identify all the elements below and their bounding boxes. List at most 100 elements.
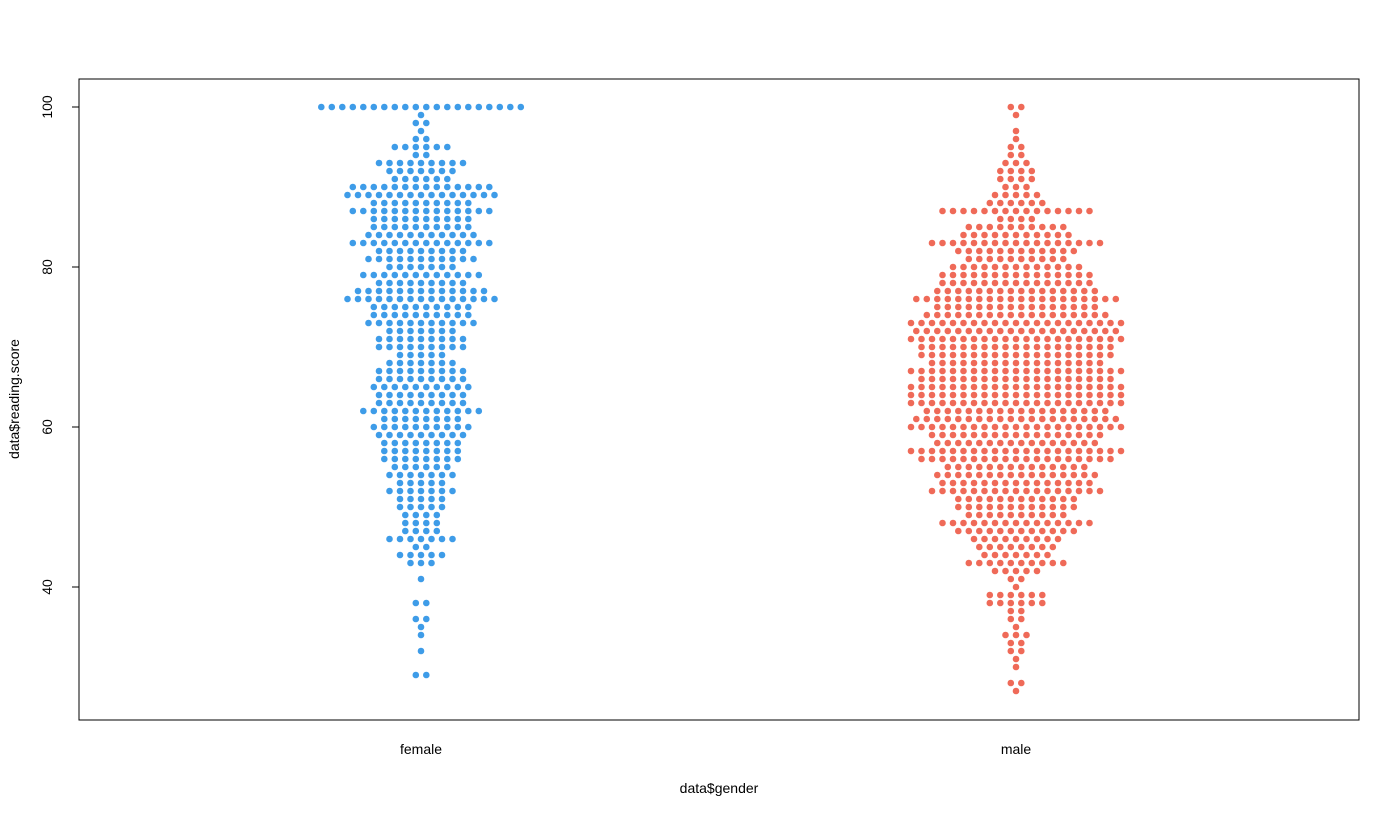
point-male <box>1075 431 1083 439</box>
point-female <box>428 287 435 295</box>
point-male <box>1049 415 1057 423</box>
point-male <box>1060 559 1067 567</box>
point-male <box>1018 503 1025 511</box>
point-male <box>934 407 941 415</box>
point-male <box>1039 599 1046 607</box>
point-female <box>412 407 420 415</box>
point-male <box>1117 447 1125 455</box>
point-male <box>1033 239 1041 247</box>
point-female <box>375 343 383 351</box>
point-male <box>1091 439 1099 447</box>
point-female <box>407 479 414 487</box>
point-male <box>960 207 967 215</box>
point-female <box>470 319 477 327</box>
point-female <box>386 535 393 543</box>
point-male <box>981 335 988 343</box>
point-female <box>370 103 378 111</box>
point-female <box>391 103 399 111</box>
point-male <box>1028 247 1036 255</box>
point-male <box>991 263 999 271</box>
point-female <box>423 207 430 215</box>
point-female <box>517 103 525 111</box>
point-male <box>1060 303 1067 311</box>
point-male <box>1023 335 1030 343</box>
point-male <box>997 215 1004 223</box>
point-male <box>907 367 915 375</box>
point-male <box>970 447 978 455</box>
point-male <box>1007 471 1015 479</box>
point-male <box>991 375 999 383</box>
point-female <box>449 263 456 271</box>
point-male <box>1007 559 1015 567</box>
point-male <box>1096 423 1104 431</box>
point-male <box>1007 287 1015 295</box>
point-male <box>970 263 978 271</box>
point-male <box>1023 271 1030 279</box>
point-male <box>1007 311 1015 319</box>
point-male <box>1023 375 1030 383</box>
point-male <box>1018 511 1025 519</box>
point-male <box>1086 455 1093 463</box>
point-female <box>402 527 409 535</box>
point-female <box>381 455 388 463</box>
point-female <box>396 287 404 295</box>
point-male <box>1081 471 1088 479</box>
point-male <box>1028 311 1036 319</box>
point-male <box>981 351 988 359</box>
point-male <box>960 383 967 391</box>
point-female <box>375 431 383 439</box>
point-male <box>1054 431 1062 439</box>
point-male <box>970 487 978 495</box>
point-male <box>1054 351 1062 359</box>
point-male <box>1054 367 1062 375</box>
point-female <box>417 327 425 335</box>
point-male <box>939 367 946 375</box>
point-male <box>1033 271 1041 279</box>
point-male <box>939 351 946 359</box>
point-female <box>444 303 451 311</box>
point-male <box>939 455 946 463</box>
point-male <box>965 255 973 263</box>
point-male <box>1075 391 1083 399</box>
point-male <box>986 503 994 511</box>
point-female <box>470 295 477 303</box>
point-male <box>1012 383 1020 391</box>
point-male <box>1054 239 1062 247</box>
point-male <box>1086 447 1093 455</box>
point-male <box>1028 287 1036 295</box>
point-female <box>407 159 414 167</box>
point-female <box>475 183 483 191</box>
point-female <box>417 263 425 271</box>
point-male <box>928 335 936 343</box>
point-male <box>1102 407 1109 415</box>
point-female <box>433 463 441 471</box>
point-male <box>955 463 962 471</box>
point-female <box>402 215 409 223</box>
point-female <box>412 543 420 551</box>
point-male <box>944 439 952 447</box>
point-male <box>1091 303 1099 311</box>
point-male <box>1044 263 1051 271</box>
point-male <box>1039 255 1046 263</box>
point-female <box>407 559 414 567</box>
point-male <box>1054 487 1062 495</box>
point-female <box>480 287 488 295</box>
point-male <box>986 415 994 423</box>
point-male <box>1023 567 1030 575</box>
point-male <box>907 399 915 407</box>
point-female <box>391 383 399 391</box>
point-male <box>1086 487 1093 495</box>
point-male <box>1086 519 1093 527</box>
point-female <box>375 391 383 399</box>
point-male <box>976 503 983 511</box>
point-male <box>1070 287 1078 295</box>
point-male <box>1086 375 1093 383</box>
point-female <box>428 559 435 567</box>
point-female <box>396 503 404 511</box>
point-male <box>981 231 988 239</box>
point-female <box>433 447 441 455</box>
point-male <box>1044 423 1051 431</box>
point-male <box>1065 239 1072 247</box>
point-female <box>454 103 462 111</box>
point-female <box>412 463 420 471</box>
